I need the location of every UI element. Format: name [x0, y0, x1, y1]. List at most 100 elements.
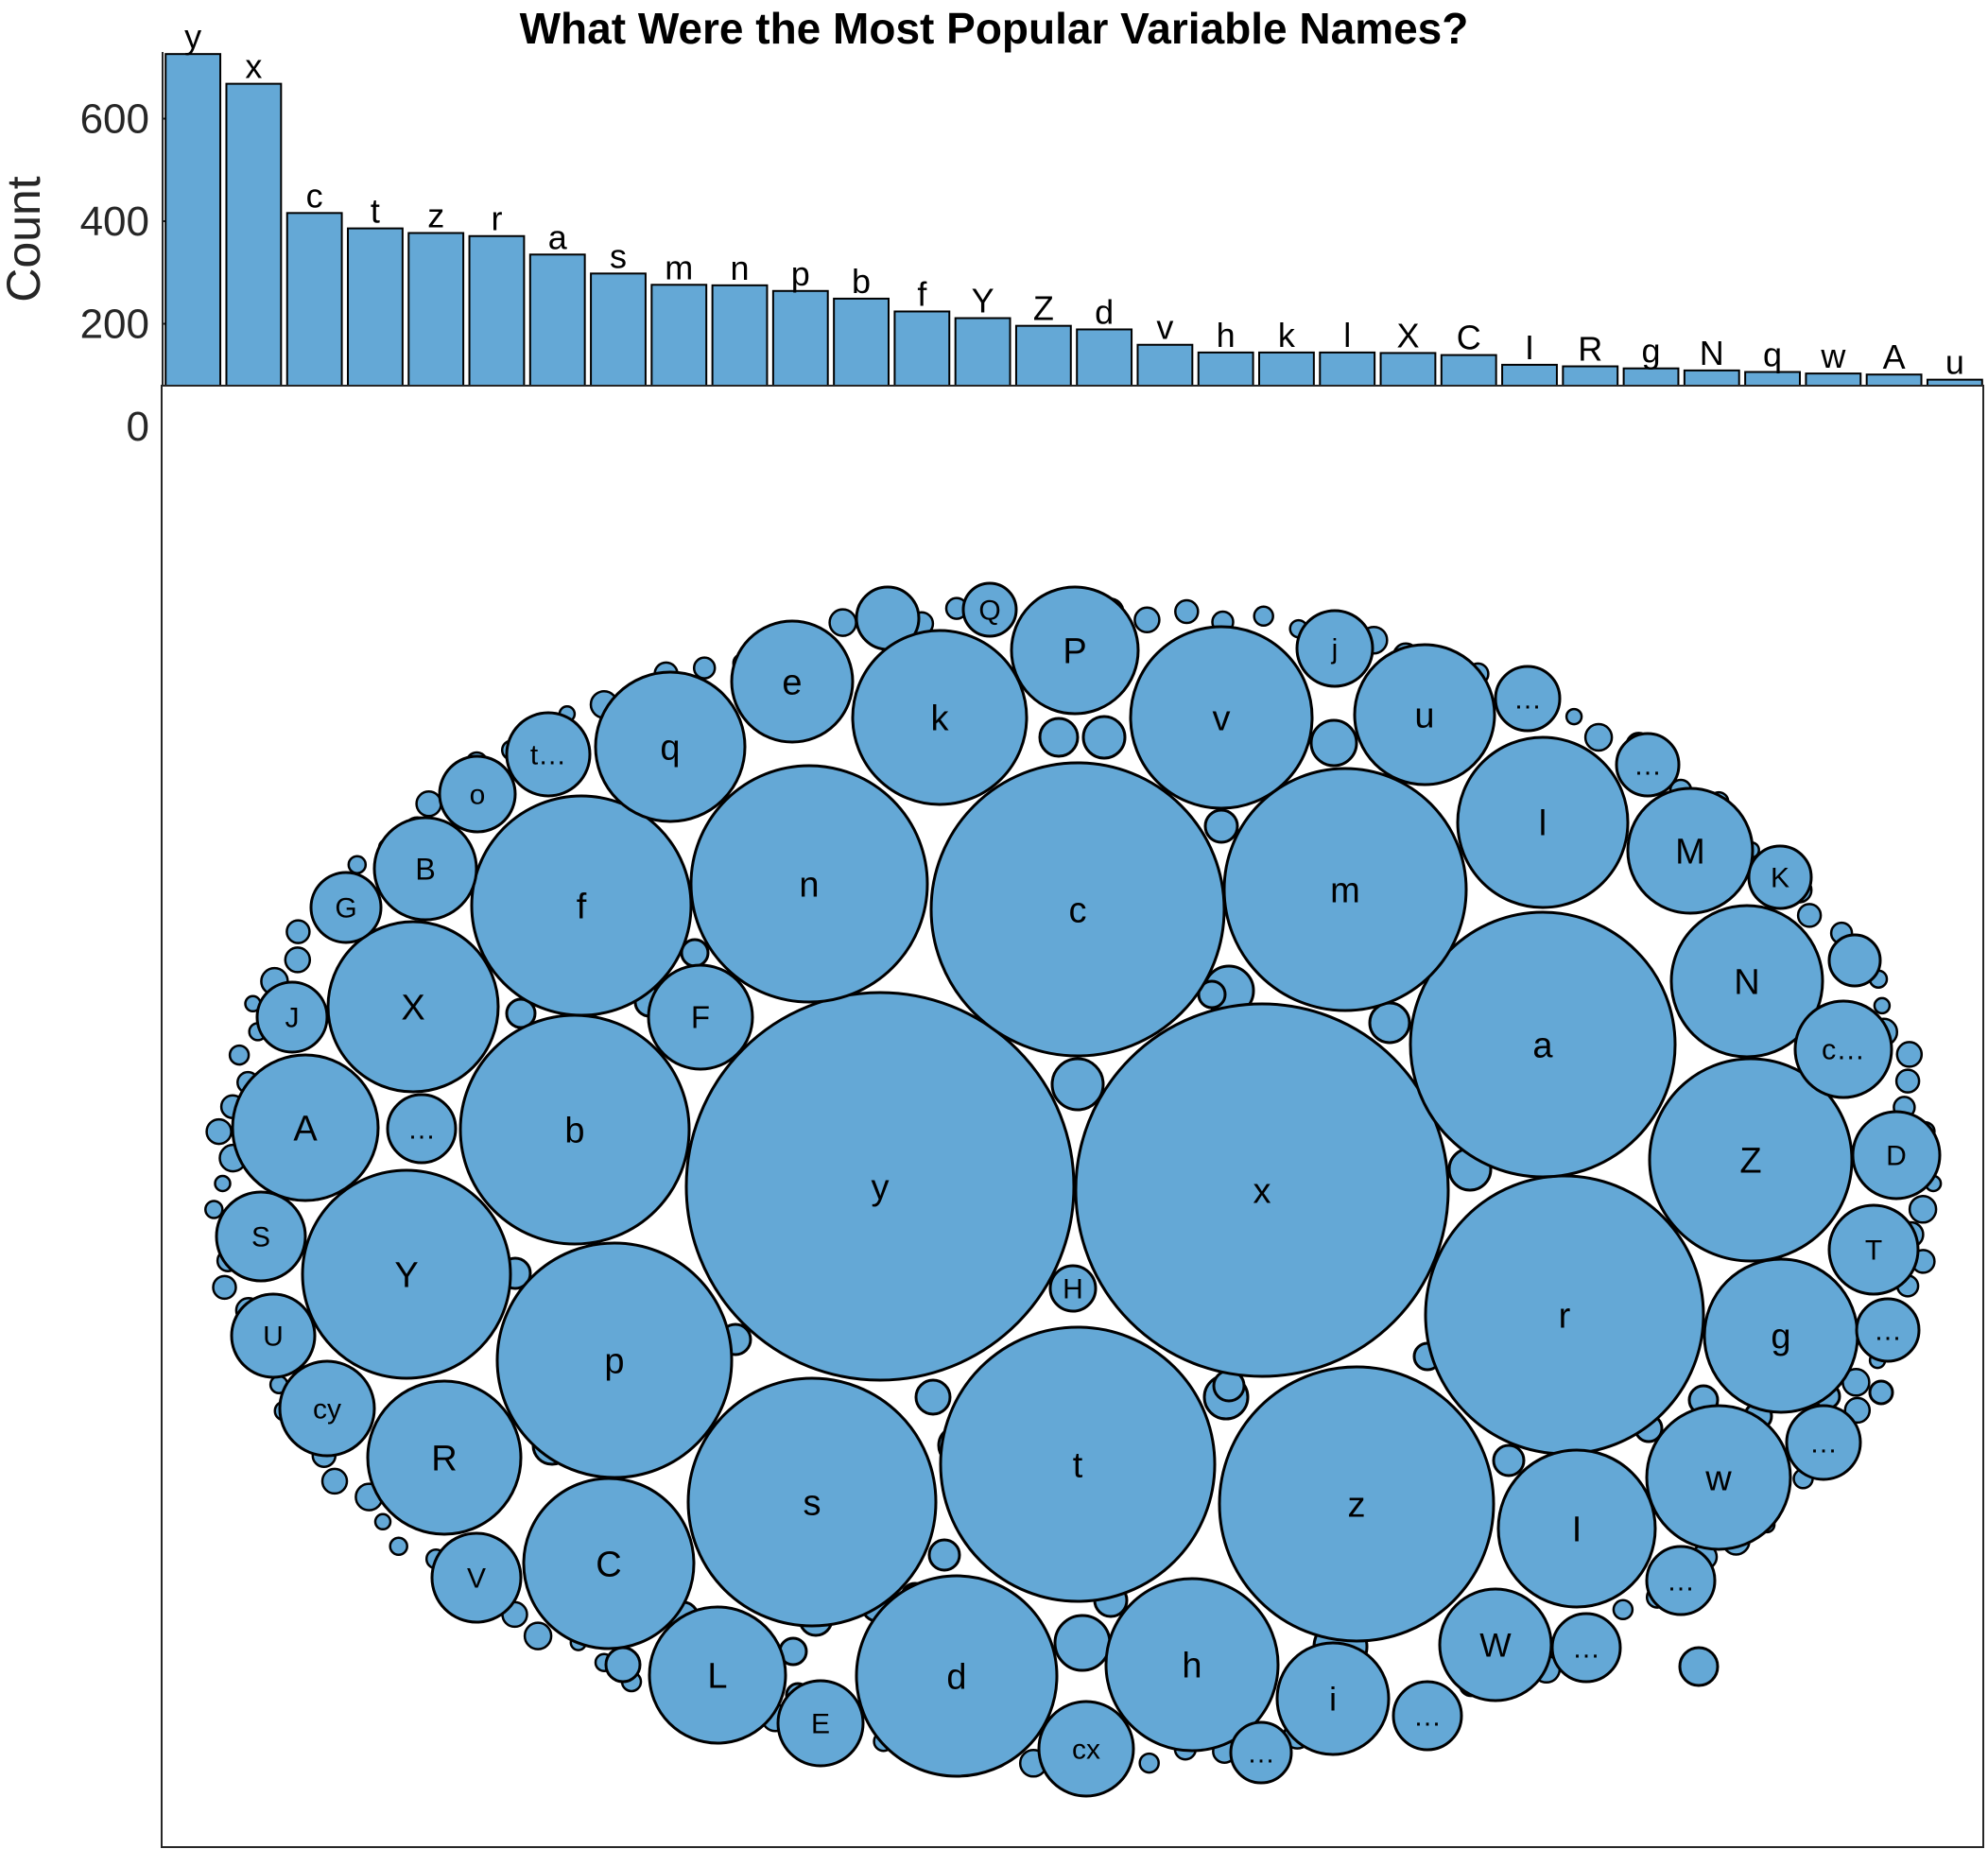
- bubble-unlabeled: [1050, 1057, 1105, 1112]
- bubble-unlabeled: [914, 1378, 952, 1416]
- bubble-circle: [505, 711, 592, 798]
- bubble-label: P: [1063, 631, 1086, 671]
- bubble-circle: [1793, 999, 1893, 1099]
- bubble-circle: [929, 761, 1226, 1058]
- bubble-unlabeled: [1038, 717, 1080, 758]
- bubble-label: Y: [394, 1255, 418, 1295]
- bubble: j: [1295, 609, 1374, 688]
- bubble-small: [228, 1044, 251, 1066]
- bubble-label: N: [1734, 962, 1759, 1002]
- bubble-unlabeled: [1368, 1001, 1411, 1045]
- bar-label: t: [371, 192, 380, 231]
- bar-axis: 0 200 400 600 Count: [0, 52, 172, 450]
- bar-label: l: [1343, 316, 1351, 354]
- bar-label: g: [1642, 332, 1661, 371]
- bar-label: k: [1278, 316, 1296, 354]
- bubble-label: U: [263, 1322, 284, 1353]
- bar-label: m: [665, 248, 693, 286]
- bubble: …: [1392, 1680, 1463, 1752]
- bubble-unlabeled: [1492, 1443, 1526, 1477]
- bubble-label: …: [1667, 1566, 1695, 1598]
- bubble: A: [231, 1053, 380, 1202]
- bubble: W: [1438, 1587, 1553, 1702]
- bubble-label: …: [407, 1115, 436, 1146]
- bubble-circle: [231, 1053, 380, 1202]
- bubble: o: [438, 754, 517, 834]
- bubble: N: [1669, 904, 1824, 1059]
- bar-label: v: [1156, 308, 1173, 347]
- bubble: p: [495, 1241, 734, 1479]
- bubble-small: [212, 1274, 237, 1301]
- bubble-small: [828, 608, 857, 637]
- bubble-small: [284, 946, 312, 974]
- bubble-circle: [1550, 1612, 1622, 1684]
- bubble: …: [1785, 1404, 1862, 1481]
- bubble: R: [366, 1379, 523, 1536]
- bubble: U: [230, 1292, 317, 1379]
- y-tick-label: 200: [80, 302, 149, 348]
- bar-label: s: [610, 236, 627, 275]
- bubble-circle: [1747, 844, 1813, 910]
- bubble-small: [415, 790, 442, 818]
- bubble-label: cx: [1072, 1735, 1100, 1766]
- bubble: c…: [1793, 999, 1893, 1099]
- bubble-label: e: [782, 663, 802, 702]
- bubble: n: [689, 764, 929, 1004]
- bubble-label: u: [1414, 696, 1434, 735]
- bubble-label: g: [1771, 1317, 1790, 1357]
- bar-label: A: [1883, 337, 1906, 376]
- bubble: d: [855, 1574, 1059, 1778]
- bubble-circle: [1074, 1002, 1450, 1378]
- bubble-small: [347, 855, 368, 874]
- bar-label: b: [852, 262, 871, 301]
- bubble-small: [1796, 903, 1823, 928]
- bubble-circle: [647, 963, 754, 1071]
- bubble-label: T: [1865, 1236, 1882, 1267]
- bar-label: w: [1820, 337, 1846, 375]
- bar-label: h: [1217, 316, 1236, 354]
- chart-title: What Were the Most Popular Variable Name…: [519, 4, 1469, 53]
- bubble: V: [430, 1531, 523, 1624]
- bubble-circle: [851, 629, 1029, 806]
- bubble-circle: [301, 1168, 512, 1380]
- bubble-small: [389, 1536, 408, 1557]
- bubble-circle: [470, 794, 693, 1017]
- bubble: k: [851, 629, 1029, 806]
- bubble: m: [1222, 767, 1468, 1012]
- bubble-unlabeled: [1053, 1614, 1112, 1672]
- bubble-label: p: [604, 1341, 624, 1381]
- bubble: h: [1104, 1577, 1280, 1753]
- bubble: D: [1851, 1110, 1942, 1201]
- bubble-circle: [366, 1379, 523, 1536]
- bubble-label: s: [804, 1483, 821, 1523]
- bubble: P: [1010, 585, 1140, 716]
- bar-label: u: [1945, 343, 1964, 382]
- bubble-small: [1873, 996, 1892, 1015]
- bubble-unlabeled: [1868, 1379, 1894, 1406]
- bubble-small: [205, 1117, 233, 1146]
- bubble: v: [1129, 625, 1314, 810]
- bubble: L: [648, 1605, 787, 1745]
- bubble-label: l: [1539, 804, 1547, 843]
- bubble-circle: [855, 1574, 1059, 1778]
- bubble: i: [1275, 1641, 1391, 1756]
- bubble-circle: [1494, 665, 1562, 733]
- bubble-label: V: [467, 1564, 486, 1595]
- bar-label: q: [1763, 335, 1782, 373]
- bubble-label: …: [1247, 1738, 1275, 1770]
- bubble: c: [929, 761, 1226, 1058]
- bubble-label: …: [1809, 1428, 1838, 1460]
- bubble-circle: [1295, 609, 1374, 688]
- bubble-circle: [1645, 1545, 1717, 1616]
- bubble: t…: [505, 711, 592, 798]
- bubble: a: [1409, 910, 1677, 1179]
- bubble-circle: [1855, 1297, 1921, 1363]
- bubble: G: [309, 871, 383, 944]
- bubble-circle: [1669, 904, 1824, 1059]
- bar-label: r: [491, 199, 502, 238]
- bubble-circle: [278, 1359, 376, 1458]
- bubble-label: K: [1771, 863, 1789, 894]
- bubble: C: [522, 1477, 696, 1650]
- bar-label: p: [791, 254, 810, 293]
